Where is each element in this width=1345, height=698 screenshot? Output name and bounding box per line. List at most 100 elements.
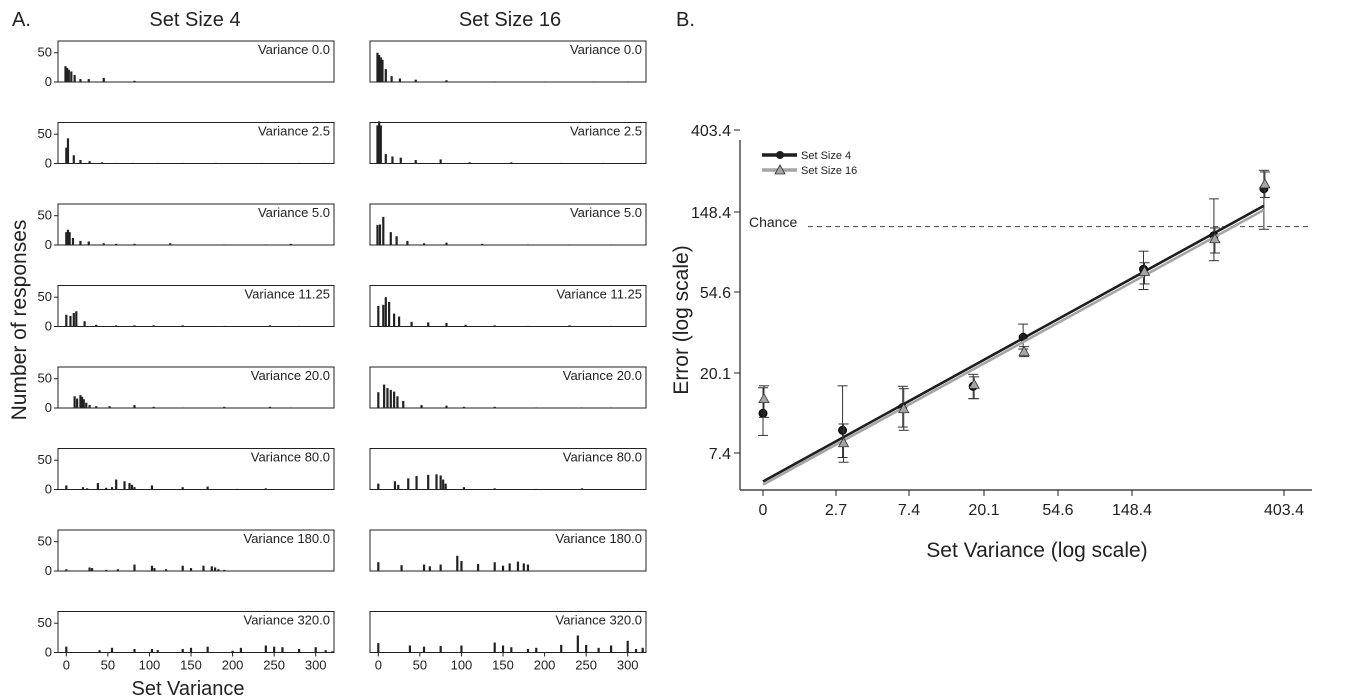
histogram-bar: [456, 556, 458, 571]
histogram-bar: [469, 162, 471, 163]
histogram-bar: [325, 650, 327, 652]
histogram-bar: [385, 297, 387, 326]
histogram-subplot: Variance 11.25: [370, 286, 646, 327]
histogram-bar: [123, 481, 125, 489]
histogram-subplot: Variance 320.00 50 100 150 200 250 300: [370, 612, 646, 673]
histogram-bar: [635, 649, 637, 653]
histogram-bar: [65, 315, 67, 327]
histogram-bar: [182, 487, 184, 489]
histogram-bar: [133, 405, 135, 408]
histogram-bar: [75, 311, 77, 326]
x-tick-label: 150: [492, 658, 514, 673]
histogram-bar: [391, 76, 393, 82]
histogram-bar: [394, 481, 396, 489]
histogram-bar: [397, 485, 399, 490]
subplot-variance-label: Variance 20.0: [563, 368, 642, 383]
histogram-bar: [74, 396, 76, 408]
histogram-bar: [182, 163, 184, 164]
histogram-bar: [207, 647, 209, 653]
y-tick-label: 0: [45, 237, 52, 252]
histogram-bar: [535, 648, 537, 653]
y-tick-label: 50: [38, 289, 52, 304]
histogram-bar: [386, 388, 388, 408]
histogram-bar: [415, 476, 417, 489]
histogram-bar: [182, 649, 184, 653]
histogram-bar: [481, 244, 483, 245]
histogram-bar: [535, 407, 537, 408]
y-tick-label: 0: [45, 319, 52, 334]
histogram-subplot: Variance 180.0: [370, 530, 646, 571]
histogram-bar: [398, 317, 400, 327]
histogram-bar: [598, 648, 600, 653]
histogram-bar: [79, 241, 81, 245]
histogram-bar: [69, 316, 71, 327]
histogram-bar: [131, 485, 133, 490]
panel-a-x-axis-label: Set Variance: [131, 678, 244, 698]
histogram-bar: [385, 154, 387, 163]
histogram-bar: [101, 162, 103, 163]
histogram-bar: [108, 406, 110, 408]
histogram-bar: [67, 138, 69, 163]
histogram-bar: [376, 225, 378, 245]
histogram-bar: [585, 645, 587, 653]
histogram-bar: [560, 163, 562, 164]
x-tick-label: 300: [617, 658, 639, 673]
histogram-bar: [602, 163, 604, 164]
y-tick-label: 50: [38, 452, 52, 467]
histogram-bar: [265, 488, 267, 489]
histogram-bar: [298, 326, 300, 327]
x-tick-label: 250: [575, 658, 597, 673]
histogram-bar: [70, 71, 72, 82]
histogram-bar: [115, 325, 117, 326]
histogram-bar: [377, 306, 379, 327]
histogram-bar: [88, 567, 90, 571]
histogram-bar: [391, 156, 393, 163]
histogram-bar: [217, 569, 219, 571]
y-tick-label: 20.1: [700, 366, 731, 383]
panel-b-letter: B.: [676, 9, 695, 31]
histogram-bar: [393, 392, 395, 408]
histogram-bar: [79, 79, 81, 82]
histogram-bar: [494, 562, 496, 571]
histogram-bar: [465, 325, 467, 327]
y-tick-label: 7.4: [709, 446, 731, 463]
x-tick-label: 150: [180, 658, 202, 673]
histogram-bar: [400, 158, 402, 164]
histogram-bar: [502, 645, 504, 652]
legend-label: Set Size 16: [801, 165, 857, 177]
histogram-bar: [407, 478, 409, 489]
x-tick-label: 54.6: [1042, 502, 1073, 519]
column-title-set-size-16: Set Size 16: [459, 9, 561, 31]
histogram-bar: [115, 163, 117, 164]
histogram-bar: [68, 70, 70, 82]
histogram-bar: [527, 565, 529, 571]
histogram-bar: [85, 403, 87, 408]
histogram-bar: [440, 565, 442, 571]
y-tick-label: 0: [45, 563, 52, 578]
histogram-bar: [382, 217, 384, 245]
histogram-bar: [527, 326, 529, 327]
subplot-variance-label: Variance 11.25: [556, 287, 642, 302]
histogram-bar: [95, 325, 97, 327]
histogram-bar: [88, 161, 90, 163]
histogram-bar: [535, 489, 537, 490]
histogram-bar: [593, 81, 595, 82]
histogram-subplot: Variance 11.25050: [38, 286, 334, 334]
x-tick-label: 20.1: [968, 502, 999, 519]
histogram-bar: [477, 564, 479, 571]
chance-label: Chance: [749, 214, 797, 230]
subplot-variance-label: Variance 0.0: [570, 42, 642, 57]
histogram-bar: [377, 643, 379, 652]
y-tick-label: 0: [45, 156, 52, 171]
histogram-subplot: Variance 80.0 0 50: [38, 449, 334, 497]
histogram-bar: [128, 483, 130, 489]
y-tick-label: 0: [45, 482, 52, 497]
histogram-bar: [132, 163, 134, 164]
histogram-bar: [427, 475, 429, 490]
histogram-bar: [82, 487, 84, 489]
histogram-bar: [502, 566, 504, 571]
histogram-bar: [445, 243, 447, 245]
x-tick-label: 0: [375, 658, 382, 673]
histogram-bar: [383, 385, 385, 408]
